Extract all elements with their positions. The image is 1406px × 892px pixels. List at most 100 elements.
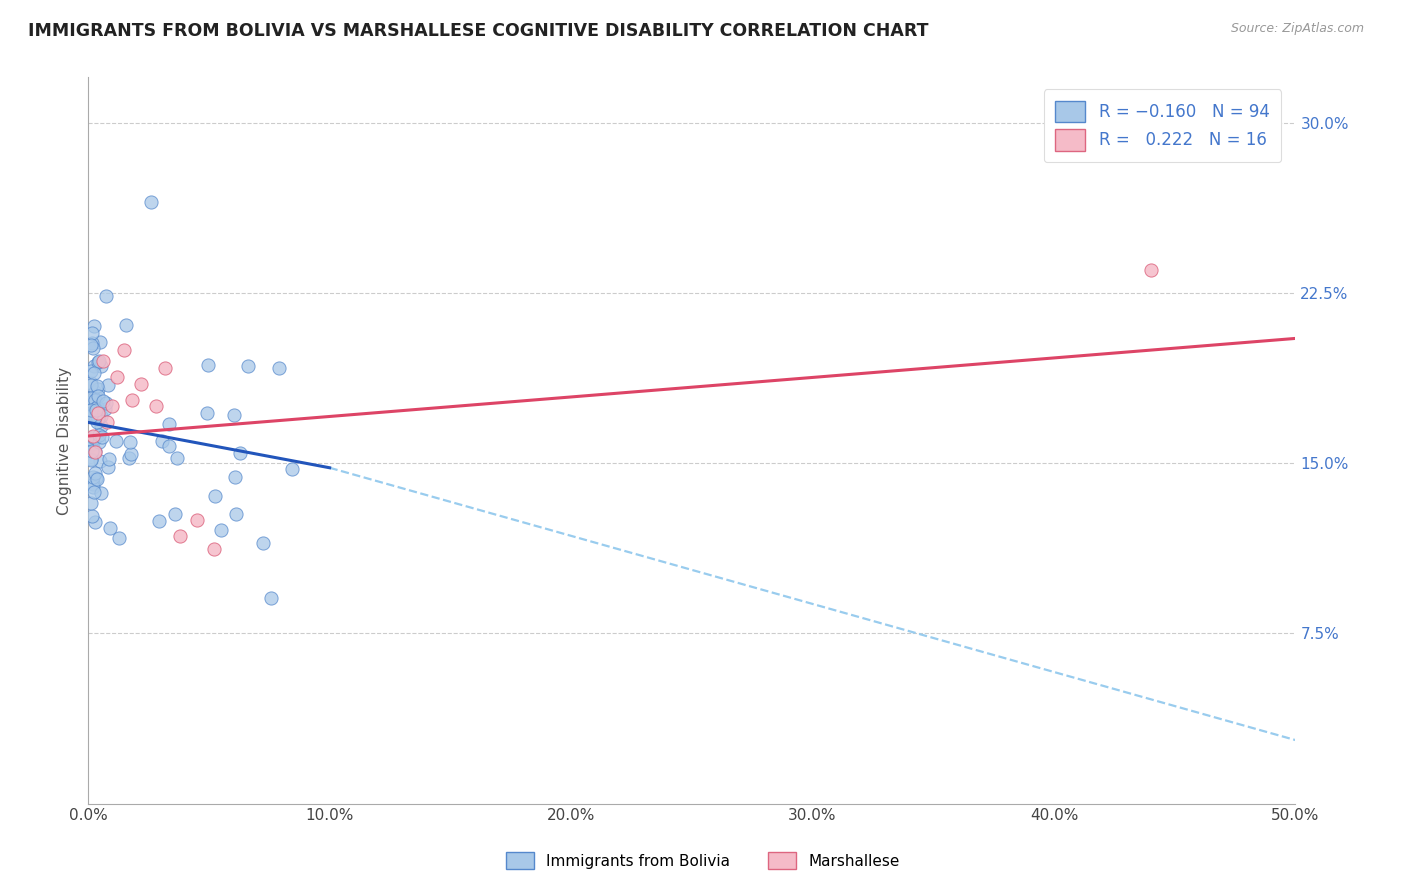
Point xyxy=(91,430,114,444)
Point xyxy=(90,486,112,500)
Point xyxy=(79,364,101,378)
Point xyxy=(97,451,120,466)
Point xyxy=(86,389,108,403)
Point xyxy=(94,402,117,417)
Point xyxy=(225,508,247,522)
Point xyxy=(83,318,105,333)
Point xyxy=(197,358,219,372)
Point xyxy=(82,395,104,409)
Point xyxy=(83,402,105,417)
Point xyxy=(101,400,124,414)
Point xyxy=(83,392,105,407)
Point xyxy=(157,417,180,431)
Point xyxy=(112,343,135,357)
Point xyxy=(157,439,180,453)
Point xyxy=(84,471,107,485)
Point xyxy=(224,469,246,483)
Point xyxy=(89,454,111,468)
Point xyxy=(84,401,107,415)
Point xyxy=(83,366,105,380)
Point xyxy=(166,450,188,465)
Point xyxy=(80,509,103,524)
Point xyxy=(86,402,108,417)
Point xyxy=(169,529,191,543)
Point xyxy=(96,416,118,430)
Point xyxy=(209,524,232,538)
Point xyxy=(87,382,110,396)
Point xyxy=(195,406,218,420)
Point xyxy=(105,434,128,449)
Point xyxy=(84,445,107,459)
Point xyxy=(83,392,105,406)
Point xyxy=(84,516,107,530)
Point xyxy=(80,437,103,451)
Point xyxy=(80,409,103,423)
Point xyxy=(79,453,101,467)
Point xyxy=(150,434,173,448)
Point xyxy=(236,359,259,373)
Point xyxy=(84,467,107,481)
Point xyxy=(83,444,105,458)
Point xyxy=(260,591,283,606)
Point xyxy=(87,428,110,442)
Point xyxy=(83,484,105,499)
Point xyxy=(87,406,110,420)
Point xyxy=(281,462,304,476)
Point xyxy=(165,507,187,521)
Point xyxy=(155,360,177,375)
Point xyxy=(89,334,111,349)
Point xyxy=(82,430,104,444)
Point xyxy=(202,542,225,557)
Point xyxy=(91,354,114,368)
Point xyxy=(115,318,138,333)
Point xyxy=(90,419,112,434)
Point xyxy=(82,407,104,421)
Point xyxy=(84,410,107,425)
Point xyxy=(82,470,104,484)
Point xyxy=(79,496,101,510)
Point xyxy=(90,409,112,423)
Point xyxy=(86,472,108,486)
Point xyxy=(86,416,108,430)
Point xyxy=(83,433,105,447)
Point xyxy=(86,379,108,393)
Point xyxy=(186,513,208,527)
Text: IMMIGRANTS FROM BOLIVIA VS MARSHALLESE COGNITIVE DISABILITY CORRELATION CHART: IMMIGRANTS FROM BOLIVIA VS MARSHALLESE C… xyxy=(28,22,928,40)
Text: Source: ZipAtlas.com: Source: ZipAtlas.com xyxy=(1230,22,1364,36)
Point xyxy=(79,378,101,392)
Point xyxy=(79,397,101,411)
Point xyxy=(80,335,103,350)
Point xyxy=(84,384,107,399)
Point xyxy=(91,394,114,409)
Point xyxy=(86,401,108,415)
Point xyxy=(80,391,103,405)
Point xyxy=(83,359,105,373)
Point xyxy=(87,354,110,368)
Point xyxy=(204,489,226,503)
Point xyxy=(79,338,101,352)
Point xyxy=(121,392,143,407)
Point xyxy=(80,326,103,340)
Point xyxy=(89,435,111,450)
Point xyxy=(148,514,170,528)
Point xyxy=(90,359,112,373)
Point xyxy=(105,370,128,384)
Point xyxy=(222,409,245,423)
Point xyxy=(79,452,101,467)
Point xyxy=(1139,263,1161,277)
Point xyxy=(79,434,101,449)
Point xyxy=(80,376,103,390)
Point xyxy=(79,403,101,417)
Point xyxy=(82,443,104,458)
Point xyxy=(107,531,129,545)
Point xyxy=(96,289,118,303)
Point xyxy=(120,447,142,461)
Point xyxy=(118,451,141,466)
Point xyxy=(89,409,111,424)
Point xyxy=(82,476,104,491)
Point xyxy=(86,411,108,425)
Point xyxy=(139,195,162,210)
Legend: R = −0.160   N = 94, R =   0.222   N = 16: R = −0.160 N = 94, R = 0.222 N = 16 xyxy=(1043,89,1281,162)
Point xyxy=(98,520,121,534)
Point xyxy=(118,435,141,450)
